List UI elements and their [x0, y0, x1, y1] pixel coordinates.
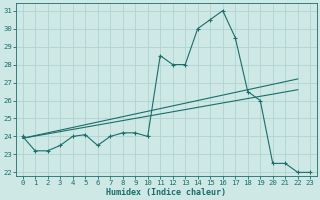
X-axis label: Humidex (Indice chaleur): Humidex (Indice chaleur)	[107, 188, 227, 197]
